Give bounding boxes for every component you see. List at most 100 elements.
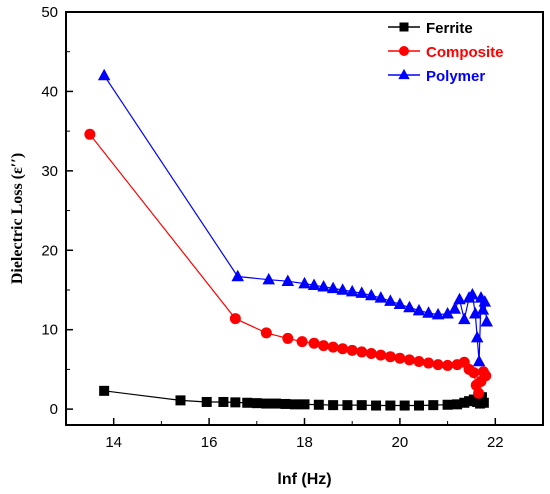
legend: Ferrite Composite Polymer (388, 20, 504, 85)
data-point-polymer (336, 283, 349, 295)
series-ferrite (99, 385, 489, 411)
data-point-composite (480, 370, 492, 382)
y-axis-title: Dielectric Loss (ε′′) (9, 153, 26, 284)
y-tick-label: 30 (41, 163, 58, 180)
legend-marker-ferrite (399, 22, 409, 32)
data-point-polymer (365, 288, 378, 301)
data-point-ferrite (280, 398, 291, 409)
data-point-ferrite (478, 397, 489, 408)
y-tick-label: 40 (41, 83, 58, 100)
data-point-polymer (345, 284, 359, 297)
series-line-polymer (103, 75, 488, 362)
data-point-polymer (453, 292, 466, 305)
legend-marker-composite (399, 46, 409, 56)
data-point-ferrite (289, 399, 300, 410)
series-line-composite (89, 133, 487, 394)
data-point-polymer (431, 307, 445, 320)
data-point-polymer (326, 281, 340, 294)
y-axis-ticks: 0 10 20 30 40 50 (41, 4, 73, 418)
data-point-polymer (466, 287, 479, 300)
data-point-ferrite (201, 396, 212, 407)
data-point-ferrite (442, 399, 453, 410)
series-polymer (97, 68, 493, 367)
data-point-polymer (476, 303, 490, 315)
series-layer (84, 68, 493, 411)
x-axis-ticks: 14 16 18 20 22 (65, 418, 544, 451)
data-point-ferrite (230, 397, 241, 408)
data-point-polymer (478, 295, 492, 307)
data-point-ferrite (175, 395, 186, 406)
data-point-polymer (317, 280, 330, 292)
data-point-polymer (393, 297, 407, 310)
data-point-polymer (298, 276, 311, 289)
data-point-polymer (441, 307, 454, 319)
y-tick-label: 10 (41, 322, 58, 339)
data-point-ferrite (251, 398, 262, 409)
data-point-composite (229, 313, 241, 325)
data-point-composite (282, 332, 294, 344)
data-point-composite (468, 367, 480, 379)
legend-marker-polymer (398, 68, 410, 80)
x-tick-label: 14 (105, 434, 122, 451)
data-point-composite (423, 357, 435, 369)
data-point-composite (84, 128, 96, 140)
data-point-ferrite (270, 398, 281, 409)
legend-label-ferrite: Ferrite (426, 20, 473, 37)
x-tick-label: 20 (392, 434, 409, 451)
legend-label-polymer: Polymer (426, 68, 485, 85)
data-point-ferrite (242, 397, 253, 408)
data-point-composite (260, 327, 272, 339)
data-point-composite (432, 359, 444, 371)
data-point-ferrite (413, 400, 424, 411)
data-point-ferrite (385, 400, 396, 411)
data-point-polymer (307, 278, 321, 290)
data-point-polymer (472, 354, 486, 367)
data-point-polymer (470, 330, 484, 343)
data-point-polymer (262, 272, 275, 285)
data-point-ferrite (356, 400, 367, 411)
data-point-composite (327, 341, 339, 353)
data-point-ferrite (261, 398, 272, 409)
data-point-polymer (458, 312, 471, 325)
data-point-ferrite (299, 399, 310, 410)
data-point-polymer (412, 303, 426, 316)
data-point-polymer (281, 274, 295, 286)
data-point-polymer (422, 306, 435, 318)
data-point-polymer (384, 294, 397, 306)
data-point-ferrite (399, 400, 410, 411)
x-tick-label: 16 (201, 434, 218, 451)
data-point-polymer (403, 300, 416, 313)
data-point-polymer (448, 302, 462, 314)
data-point-composite (346, 344, 358, 356)
data-point-polymer (469, 307, 482, 319)
data-point-ferrite (342, 400, 353, 411)
data-point-ferrite (218, 396, 229, 407)
series-composite (84, 128, 492, 399)
x-axis-title: lnf (Hz) (277, 471, 331, 488)
data-point-composite (308, 337, 320, 349)
data-point-composite (384, 351, 396, 363)
data-point-ferrite (428, 400, 439, 411)
data-point-composite (365, 348, 377, 360)
data-point-composite (473, 387, 485, 399)
data-point-polymer (231, 269, 244, 282)
y-tick-label: 0 (50, 401, 58, 418)
legend-label-composite: Composite (426, 44, 504, 61)
data-point-composite (318, 340, 330, 352)
data-point-composite (403, 354, 415, 366)
data-point-ferrite (371, 400, 382, 411)
data-point-composite (296, 336, 308, 348)
y-tick-label: 20 (41, 242, 58, 259)
data-point-ferrite (328, 400, 339, 411)
data-point-ferrite (313, 399, 324, 410)
data-point-composite (375, 349, 387, 361)
y-tick-label: 50 (41, 4, 58, 21)
data-point-polymer (97, 68, 111, 81)
data-point-polymer (355, 286, 368, 298)
data-point-composite (356, 346, 368, 358)
data-point-composite (394, 352, 406, 364)
data-point-polymer (480, 315, 493, 327)
data-point-ferrite (452, 399, 463, 410)
x-tick-label: 22 (487, 434, 504, 451)
